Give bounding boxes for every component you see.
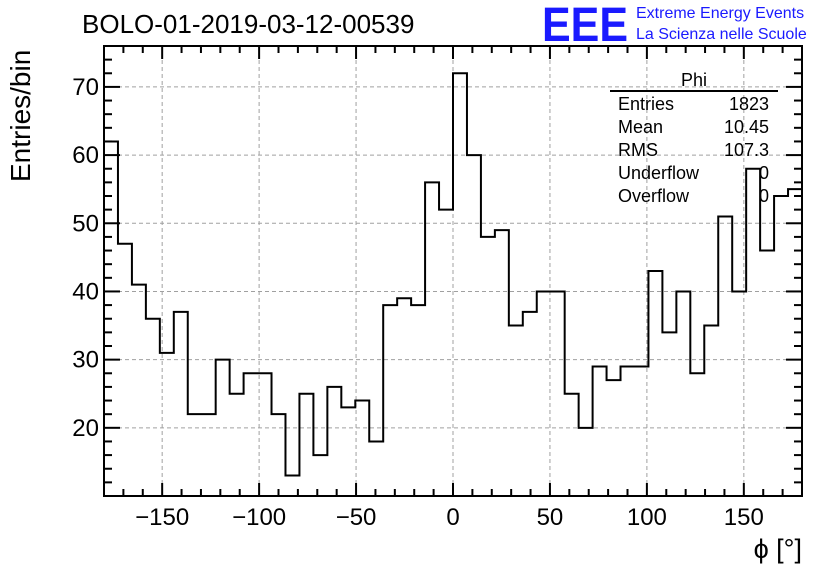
x-axis-label: ϕ [°] [754,534,802,564]
eee-logo-line2: La Scienza nelle Scuole [636,26,807,43]
stats-box-rows: Entries 1823 Mean 10.45 RMS 107.3 Underflow 0 Ov… [618,94,769,206]
stats-row-label: Underflow [618,163,700,183]
eee-logo-mark: EEE [542,0,628,52]
histogram-bars [104,72,802,477]
y-tick-label: 60 [72,142,99,169]
stats-box-title: Phi [681,70,707,90]
stats-row-label: Mean [618,117,663,137]
y-tick-label: 50 [72,210,99,237]
stats-row-value: 1823 [729,94,769,114]
x-tick-label: 50 [537,504,564,531]
x-tick-label: −50 [336,504,377,531]
y-tick-label: 30 [72,347,99,374]
stats-row-label: Overflow [618,186,690,206]
x-tick-label: 150 [724,504,764,531]
eee-logo-line1: Extreme Energy Events [636,5,804,22]
x-tick-label: 0 [446,504,459,531]
x-tick-label: −100 [232,504,286,531]
histogram-step-line [104,72,802,477]
stats-row-value: 10.45 [724,117,769,137]
y-tick-label: 40 [72,278,99,305]
stats-row-label: Entries [618,94,674,114]
axis-ticks: −150 −100 −50 0 50 100 150 20 30 40 50 60 70 [72,46,802,531]
stats-row-label: RMS [618,140,658,160]
x-tick-label: −150 [135,504,189,531]
chart-title: BOLO-01-2019-03-12-00539 [82,9,414,39]
stats-row-value: 107.3 [724,140,769,160]
x-tick-label: 100 [627,504,667,531]
y-axis-label: Entries/bin [5,50,36,182]
stats-box: Phi Entries 1823 Mean 10.45 RMS 107.3 Underflo… [610,70,778,206]
y-tick-label: 20 [72,415,99,442]
y-tick-label: 70 [72,74,99,101]
stats-row-value: 0 [759,186,769,206]
stats-row-value: 0 [759,163,769,183]
